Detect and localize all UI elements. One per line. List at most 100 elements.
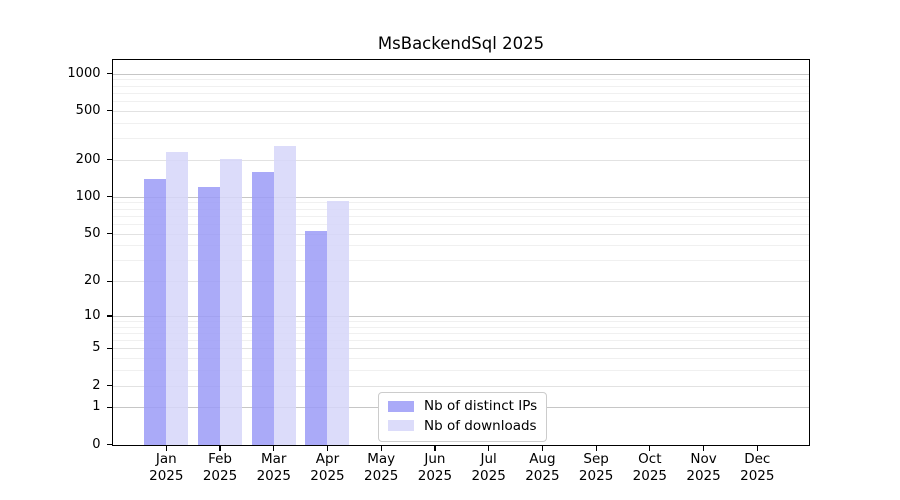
- gridline-minor-3: [113, 370, 809, 372]
- x-tick-year-may: 2025: [364, 468, 399, 484]
- x-tick-year-oct: 2025: [632, 468, 667, 484]
- x-tick-month-may: May: [367, 451, 396, 467]
- x-tick-year-nov: 2025: [686, 468, 721, 484]
- x-tick-sep: [595, 445, 597, 452]
- gridline-minor-9: [113, 321, 809, 323]
- y-tick-50: [106, 232, 114, 235]
- gridline-1000: [113, 73, 809, 75]
- y-tick-5: [106, 347, 114, 350]
- gridline-10: [113, 315, 809, 317]
- x-tick-month-aug: Aug: [529, 451, 556, 467]
- x-tick-label-jan: Jan 2025: [128, 451, 204, 485]
- legend-swatch-distinct-ips: [388, 400, 414, 412]
- x-tick-month-nov: Nov: [690, 451, 717, 467]
- y-tick-100: [106, 196, 114, 198]
- x-tick-label-may: May 2025: [343, 451, 419, 485]
- gridline-minor-800: [113, 85, 809, 87]
- gridline-minor-40: [113, 245, 809, 247]
- bar-distinct-ips-feb: [198, 186, 221, 445]
- legend-label-distinct-ips: Nb of distinct IPs: [424, 398, 538, 415]
- legend-label-downloads: Nb of downloads: [424, 417, 537, 434]
- x-tick-label-aug: Aug 2025: [504, 451, 580, 485]
- y-tick-label-100: 100: [75, 188, 101, 204]
- y-tick-label-1: 1: [92, 399, 101, 415]
- y-tick-label-500: 500: [75, 102, 101, 118]
- gridline-minor-300: [113, 138, 809, 140]
- x-tick-year-sep: 2025: [578, 468, 614, 484]
- bar-distinct-ips-apr: [305, 231, 328, 445]
- x-tick-apr: [326, 445, 329, 452]
- x-tick-label-oct: Oct 2025: [612, 451, 688, 485]
- x-tick-jul: [488, 445, 490, 452]
- x-tick-dec: [756, 445, 758, 452]
- x-tick-year-mar: 2025: [256, 468, 291, 484]
- x-tick-mar: [273, 445, 275, 452]
- y-tick-1: [106, 406, 114, 409]
- y-tick-200: [106, 159, 114, 161]
- gridline-minor-400: [113, 122, 809, 124]
- x-tick-label-nov: Nov 2025: [666, 451, 742, 485]
- gridline-minor-70: [113, 215, 809, 217]
- gridline-minor-700: [113, 92, 809, 94]
- gridline-minor-900: [113, 79, 809, 81]
- x-tick-year-feb: 2025: [202, 468, 238, 484]
- x-tick-label-mar: Mar 2025: [236, 451, 312, 485]
- y-tick-20: [106, 280, 114, 282]
- x-tick-month-apr: Apr: [315, 451, 340, 467]
- x-tick-month-jun: Jun: [424, 451, 446, 467]
- x-tick-feb: [219, 445, 221, 452]
- gridline-minor-80: [113, 208, 809, 210]
- gridline-100: [113, 196, 809, 198]
- y-tick-label-20: 20: [83, 273, 101, 289]
- legend-item-distinct-ips: Nb of distinct IPs: [388, 397, 537, 417]
- bar-downloads-apr: [327, 201, 350, 445]
- chart-title: MsBackendSql 2025: [377, 34, 545, 53]
- y-tick-label-2: 2: [92, 377, 101, 393]
- x-tick-month-sep: Sep: [583, 451, 609, 467]
- gridline-50: [113, 233, 809, 235]
- y-tick-label-1000: 1000: [67, 65, 101, 81]
- x-tick-year-dec: 2025: [740, 468, 775, 484]
- gridline-minor-4: [113, 358, 809, 360]
- plot-area: [113, 60, 809, 445]
- x-tick-nov: [702, 445, 705, 452]
- y-tick-label-50: 50: [83, 225, 101, 241]
- y-tick-0: [106, 444, 114, 446]
- x-tick-month-oct: Oct: [638, 451, 662, 467]
- x-tick-month-feb: Feb: [208, 451, 232, 467]
- x-tick-year-jul: 2025: [471, 468, 506, 484]
- gridline-minor-600: [113, 101, 809, 103]
- y-tick-label-5: 5: [92, 340, 101, 356]
- y-tick-1000: [106, 73, 114, 75]
- gridline-minor-6: [113, 340, 809, 342]
- y-tick-label-200: 200: [75, 151, 101, 167]
- x-tick-year-aug: 2025: [525, 468, 560, 484]
- bar-distinct-ips-jan: [144, 179, 167, 445]
- x-tick-may: [380, 445, 382, 452]
- y-tick-500: [106, 110, 114, 112]
- y-tick-label-0: 0: [92, 436, 101, 452]
- x-tick-label-apr: Apr 2025: [289, 451, 365, 485]
- gridline-20: [113, 281, 809, 283]
- x-tick-jun: [434, 445, 436, 452]
- x-tick-label-jul: Jul 2025: [451, 451, 527, 485]
- x-tick-month-mar: Mar: [261, 451, 287, 467]
- gridline-200: [113, 159, 809, 161]
- bar-downloads-feb: [220, 158, 243, 445]
- gridline-2: [113, 385, 809, 387]
- y-tick-2: [106, 385, 114, 387]
- x-tick-month-jul: Jul: [480, 451, 497, 467]
- x-tick-year-jun: 2025: [417, 468, 453, 484]
- bar-downloads-jan: [166, 151, 189, 445]
- x-tick-year-apr: 2025: [310, 468, 345, 484]
- x-tick-oct: [649, 445, 651, 452]
- gridline-minor-30: [113, 260, 809, 262]
- gridline-minor-8: [113, 326, 809, 328]
- x-tick-label-feb: Feb 2025: [182, 451, 258, 485]
- y-tick-10: [106, 315, 114, 317]
- legend-swatch-downloads: [388, 420, 414, 432]
- gridline-minor-7: [113, 333, 809, 335]
- x-tick-year-jan: 2025: [149, 468, 184, 484]
- y-tick-label-10: 10: [83, 307, 101, 323]
